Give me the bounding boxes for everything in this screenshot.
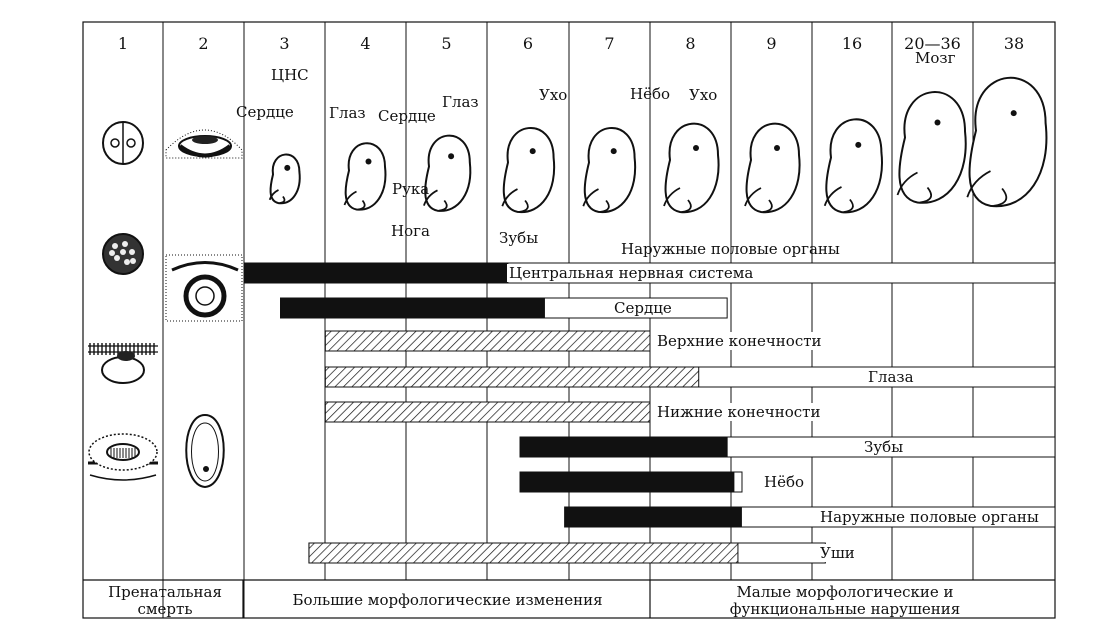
critical-period-bar [324,366,700,388]
annotation-heart-week3: Сердце [236,103,294,121]
blastocyst-drawing [88,433,158,481]
week-number: 8 [685,34,696,53]
embryonic-disc-drawing [165,129,243,159]
week-number: 9 [766,34,777,53]
zygote-drawing [102,121,144,165]
bar-label: Сердце [612,299,674,317]
week-number: 6 [522,34,534,53]
annotation-palate: Нёбо [630,85,671,103]
embryo-drawing [966,76,1048,208]
critical-period-bar [324,330,651,352]
annotation-ear-week6: Ухо [539,86,568,104]
amnion-drawing [185,413,225,489]
week-number: 5 [441,34,452,53]
footer-prenatal-death: Пренатальная смерть [108,583,222,618]
week-number: 1 [117,34,129,53]
bar-label: Нижние конечности [655,403,823,421]
embryo-drawing [268,153,301,205]
embryo-drawing [744,122,801,214]
annotation-genitals: Наружные половые органы [621,240,840,258]
embryo-drawing [423,134,472,212]
week-number: 16 [841,34,863,53]
critical-period-bar [324,401,651,423]
annotation-brain: Мозг [915,49,956,67]
annotation-eye-week4: Глаз [329,104,366,122]
week-number: 20—36 [904,34,961,53]
bar-label: Глаза [866,368,916,386]
week-number: 38 [1003,34,1025,53]
bar-label: Центральная нервная система [507,264,756,282]
embryo-drawing [896,91,967,204]
week-number: 3 [279,34,290,53]
annotation-cns: ЦНС [271,66,309,84]
morula-drawing [102,233,144,275]
critical-period-bar [308,542,739,564]
week-number: 2 [198,34,209,53]
footer-minor-disorders: Малые морфологические и функциональные н… [729,583,961,618]
embryo-drawing [823,118,884,214]
annotation-heart-week5: Сердце [378,107,436,125]
embryo-drawing [501,127,556,213]
annotation-eye-week5: Глаз [442,93,479,111]
embryo-drawing [343,142,387,211]
implantation-drawing [88,343,158,384]
critical-period-bar [243,262,509,284]
critical-period-bar [280,297,545,319]
annotation-arm: Рука [392,180,430,198]
bar-label: Нёбо [762,473,807,491]
bar-label: Наружные половые органы [818,508,1041,526]
annotation-teeth: Зубы [499,229,539,247]
critical-period-bar [564,506,742,528]
implanted-embryo-drawing [165,254,243,322]
week-number: 7 [604,34,615,53]
embryo-drawing [582,127,637,213]
bar-label: Уши [818,544,857,562]
annotation-ear-week8: Ухо [689,86,718,104]
bar-label: Зубы [862,438,906,456]
annotation-leg: Нога [391,222,430,240]
embryo-drawing [663,122,720,214]
week-number: 4 [360,34,371,53]
critical-period-bar [519,436,728,458]
bar-label: Верхние конечности [655,332,824,350]
footer-major-changes: Большие морфологические изменения [292,591,603,609]
critical-period-bar [519,471,735,493]
